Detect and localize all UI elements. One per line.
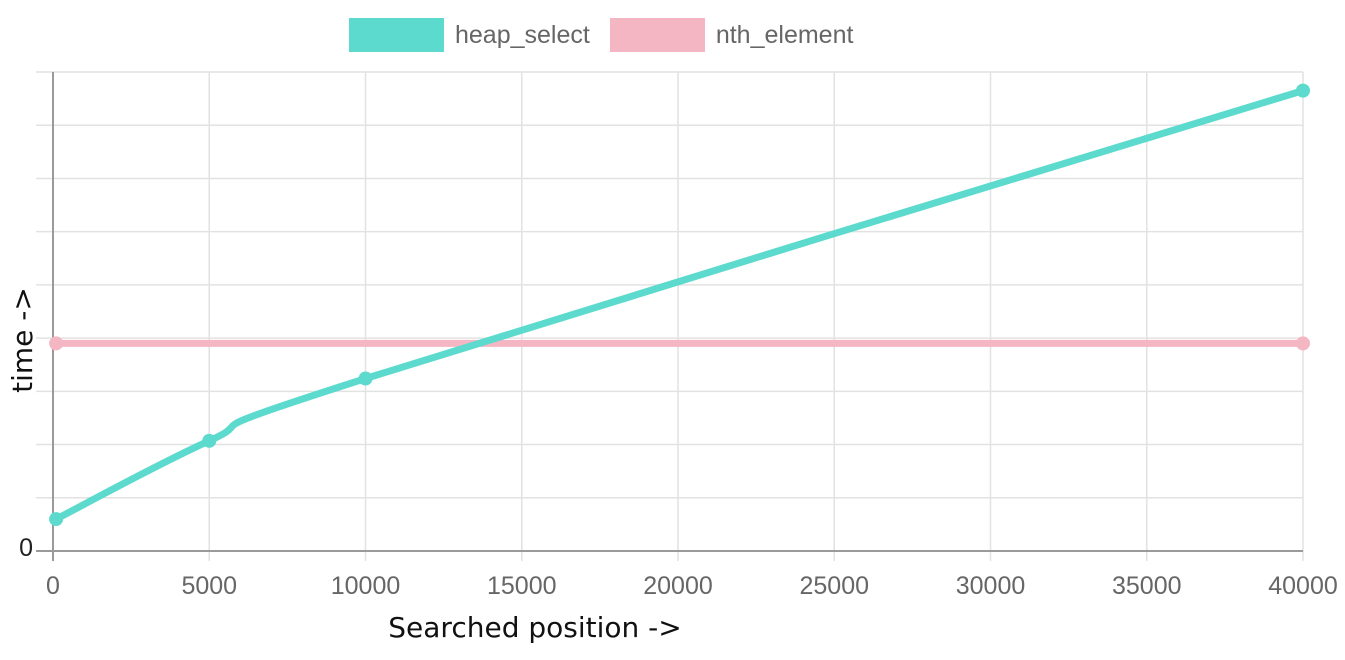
legend-label-heap-select: heap_select xyxy=(455,20,590,49)
legend-swatch-heap-select xyxy=(349,18,444,52)
x-tick-label: 25000 xyxy=(799,572,869,600)
data-point-nth-element xyxy=(1296,336,1310,351)
y-tick-label: 0 xyxy=(19,534,33,562)
legend-item-nth-element[interactable]: nth_element xyxy=(609,18,854,52)
y-axis-title: time -> xyxy=(6,287,39,393)
data-point-nth-element xyxy=(49,336,64,351)
x-tick-label: 30000 xyxy=(956,572,1026,600)
x-axis-title: Searched position -> xyxy=(388,611,681,644)
x-tick-label: 20000 xyxy=(643,572,713,600)
data-point-heap-select xyxy=(1296,83,1310,98)
x-tick-label: 0 xyxy=(46,572,60,600)
legend-label-nth-element: nth_element xyxy=(715,20,854,49)
x-tick-label: 35000 xyxy=(1112,572,1182,600)
data-point-heap-select xyxy=(358,371,373,386)
legend-swatch-nth-element xyxy=(609,18,705,52)
series-line-heap-select xyxy=(52,87,1307,523)
data-point-heap-select xyxy=(202,433,217,448)
legend-item-heap-select[interactable]: heap_select xyxy=(349,18,590,52)
legend: heap_select nth_element xyxy=(349,18,873,52)
x-tick-label: 15000 xyxy=(487,572,557,600)
x-tick-label: 10000 xyxy=(331,572,401,600)
tick-labels: 0 5000 10000 15000 20000 25000 30000 35000 40000… xyxy=(19,534,1338,600)
x-tick-label: 40000 xyxy=(1268,572,1338,600)
series xyxy=(49,83,1310,527)
data-point-heap-select xyxy=(49,512,64,527)
axes xyxy=(36,72,1303,561)
x-tick-label: 5000 xyxy=(181,572,237,600)
